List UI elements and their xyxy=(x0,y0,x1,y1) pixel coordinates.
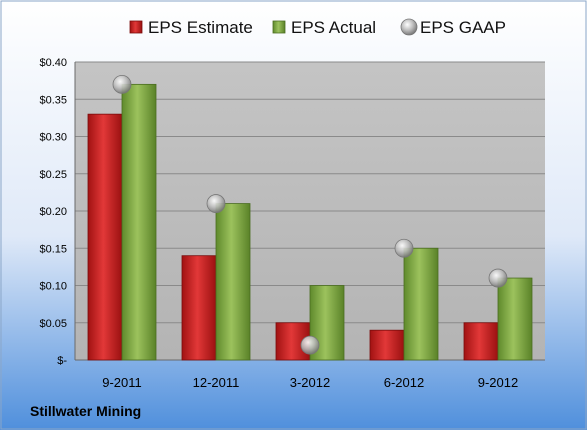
x-tick-label: 12-2011 xyxy=(193,375,240,390)
y-tick-label: $- xyxy=(57,355,67,367)
x-tick-label: 9-2011 xyxy=(102,375,142,390)
y-tick-label: $0.30 xyxy=(39,132,67,144)
bar-eps-actual xyxy=(497,277,533,361)
y-tick-label: $0.05 xyxy=(39,318,67,330)
bar-eps-actual xyxy=(121,83,157,361)
legend: EPS Estimate EPS Actual EPS GAAP xyxy=(129,18,506,37)
bar-eps-estimate xyxy=(369,329,405,361)
y-tick-label: $0.20 xyxy=(39,206,67,218)
y-tick-label: $0.25 xyxy=(39,169,67,181)
legend-label-eps-estimate: EPS Estimate xyxy=(148,18,253,37)
y-tick-label: $0.10 xyxy=(39,281,67,293)
bar-eps-estimate xyxy=(181,255,217,361)
bar-eps-actual xyxy=(215,203,251,361)
x-tick-label: 3-2012 xyxy=(290,375,330,390)
x-tick-label: 6-2012 xyxy=(384,375,424,390)
marker-eps-gaap xyxy=(112,74,132,94)
y-tick-label: $0.40 xyxy=(39,57,67,69)
legend-label-eps-gaap: EPS GAAP xyxy=(420,18,506,37)
legend-swatch-eps-gaap xyxy=(400,18,418,36)
marker-eps-gaap xyxy=(394,238,414,258)
y-tick-label: $0.15 xyxy=(39,243,67,255)
marker-eps-gaap xyxy=(300,335,320,355)
marker-eps-gaap xyxy=(206,194,226,213)
plot-area: $- $0.05 $0.10 $0.15 $0.20 $0.25 $0.30 $0.35 $0.… xyxy=(39,57,545,390)
bar-eps-estimate xyxy=(463,322,499,361)
y-tick-label: $0.35 xyxy=(39,94,67,106)
x-tick-label: 9-2012 xyxy=(478,375,518,390)
legend-swatch-eps-estimate xyxy=(129,20,143,34)
bar-eps-estimate xyxy=(87,113,123,361)
source-label: Stillwater Mining xyxy=(30,403,141,419)
bar-eps-actual xyxy=(403,247,439,361)
legend-swatch-eps-actual xyxy=(272,20,286,34)
marker-eps-gaap xyxy=(488,268,508,288)
legend-label-eps-actual: EPS Actual xyxy=(291,18,376,37)
